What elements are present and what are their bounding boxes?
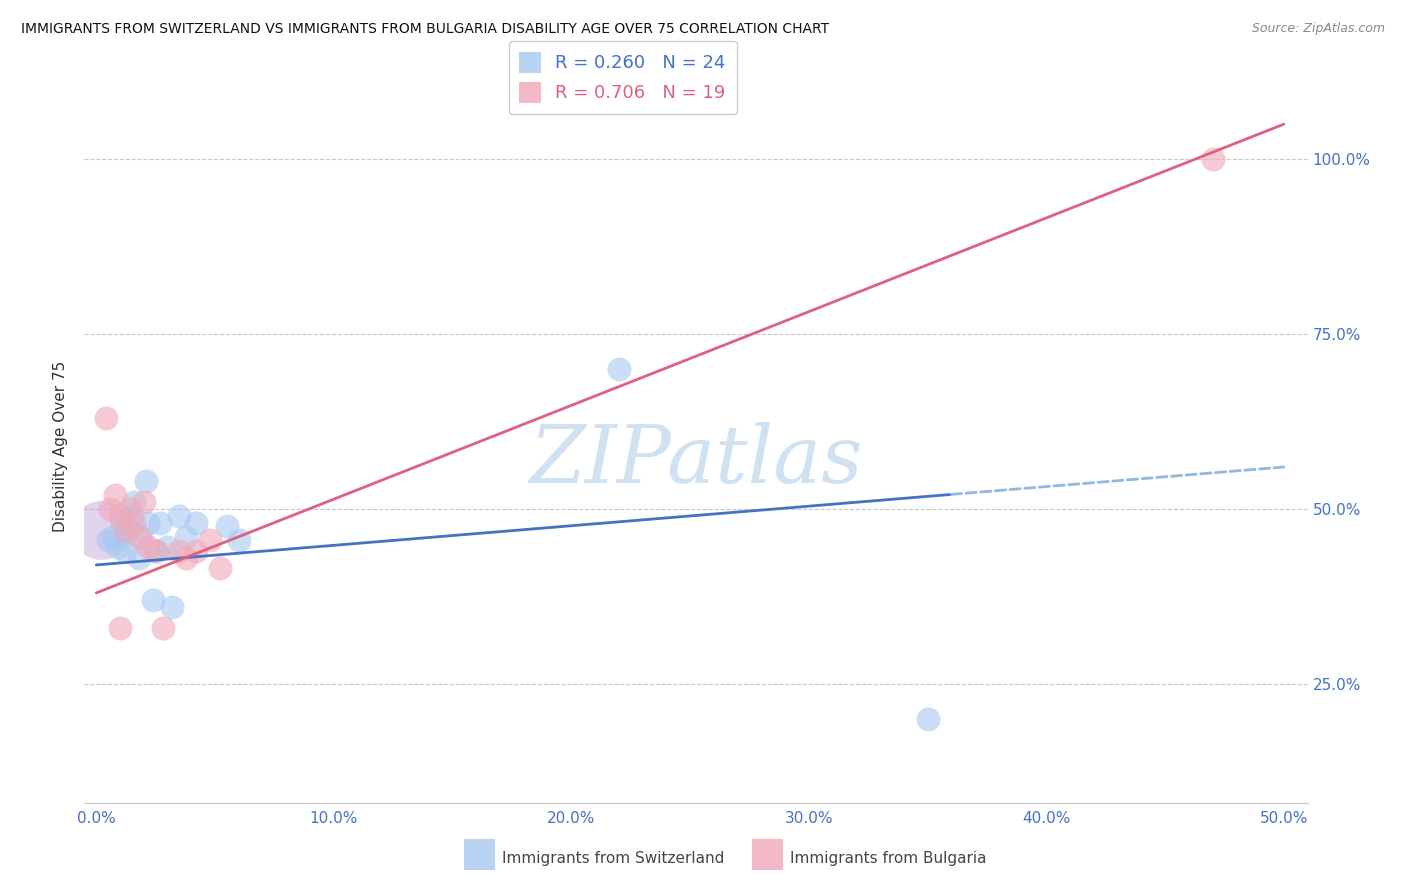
Point [162, 599, 184, 614]
Point [128, 530, 150, 544]
Point [94, 411, 117, 425]
Point [131, 530, 153, 544]
Point [118, 523, 141, 537]
Text: ZIPatlas: ZIPatlas [529, 422, 863, 499]
Point [1201, 152, 1223, 166]
Point [228, 533, 250, 548]
Point [184, 516, 207, 530]
Point [138, 516, 160, 530]
Legend: R = 0.260   N = 24, R = 0.706   N = 19: R = 0.260 N = 24, R = 0.706 N = 19 [509, 41, 737, 113]
Point [145, 544, 167, 558]
Point [128, 550, 150, 565]
Point [101, 530, 124, 544]
Point [121, 508, 143, 523]
Text: Immigrants from Bulgaria: Immigrants from Bulgaria [790, 851, 987, 865]
Point [156, 541, 179, 555]
Point [135, 474, 157, 488]
Point [132, 495, 155, 509]
Point [142, 593, 165, 607]
Point [176, 550, 198, 565]
Point [200, 533, 222, 548]
Text: IMMIGRANTS FROM SWITZERLAND VS IMMIGRANTS FROM BULGARIA DISABILITY AGE OVER 75 C: IMMIGRANTS FROM SWITZERLAND VS IMMIGRANT… [21, 22, 830, 37]
Point [114, 523, 136, 537]
Point [111, 516, 134, 530]
Point [169, 544, 191, 558]
Point [108, 621, 131, 635]
Point [108, 508, 131, 523]
Text: Source: ZipAtlas.com: Source: ZipAtlas.com [1251, 22, 1385, 36]
Point [90, 523, 112, 537]
Text: Immigrants from Switzerland: Immigrants from Switzerland [502, 851, 724, 865]
Point [107, 541, 129, 555]
Point [152, 621, 174, 635]
Point [100, 502, 122, 516]
Point [215, 519, 238, 533]
Point [138, 541, 160, 555]
Point [176, 530, 198, 544]
Point [118, 502, 141, 516]
Point [114, 544, 136, 558]
Point [122, 516, 145, 530]
Y-axis label: Disability Age Over 75: Disability Age Over 75 [53, 360, 69, 532]
Point [208, 561, 231, 575]
Point [104, 488, 127, 502]
Point [97, 533, 120, 548]
Point [607, 362, 630, 376]
Point [145, 544, 167, 558]
Point [184, 544, 207, 558]
Point [169, 508, 191, 523]
Point [917, 712, 939, 726]
Point [149, 516, 172, 530]
Point [122, 495, 145, 509]
